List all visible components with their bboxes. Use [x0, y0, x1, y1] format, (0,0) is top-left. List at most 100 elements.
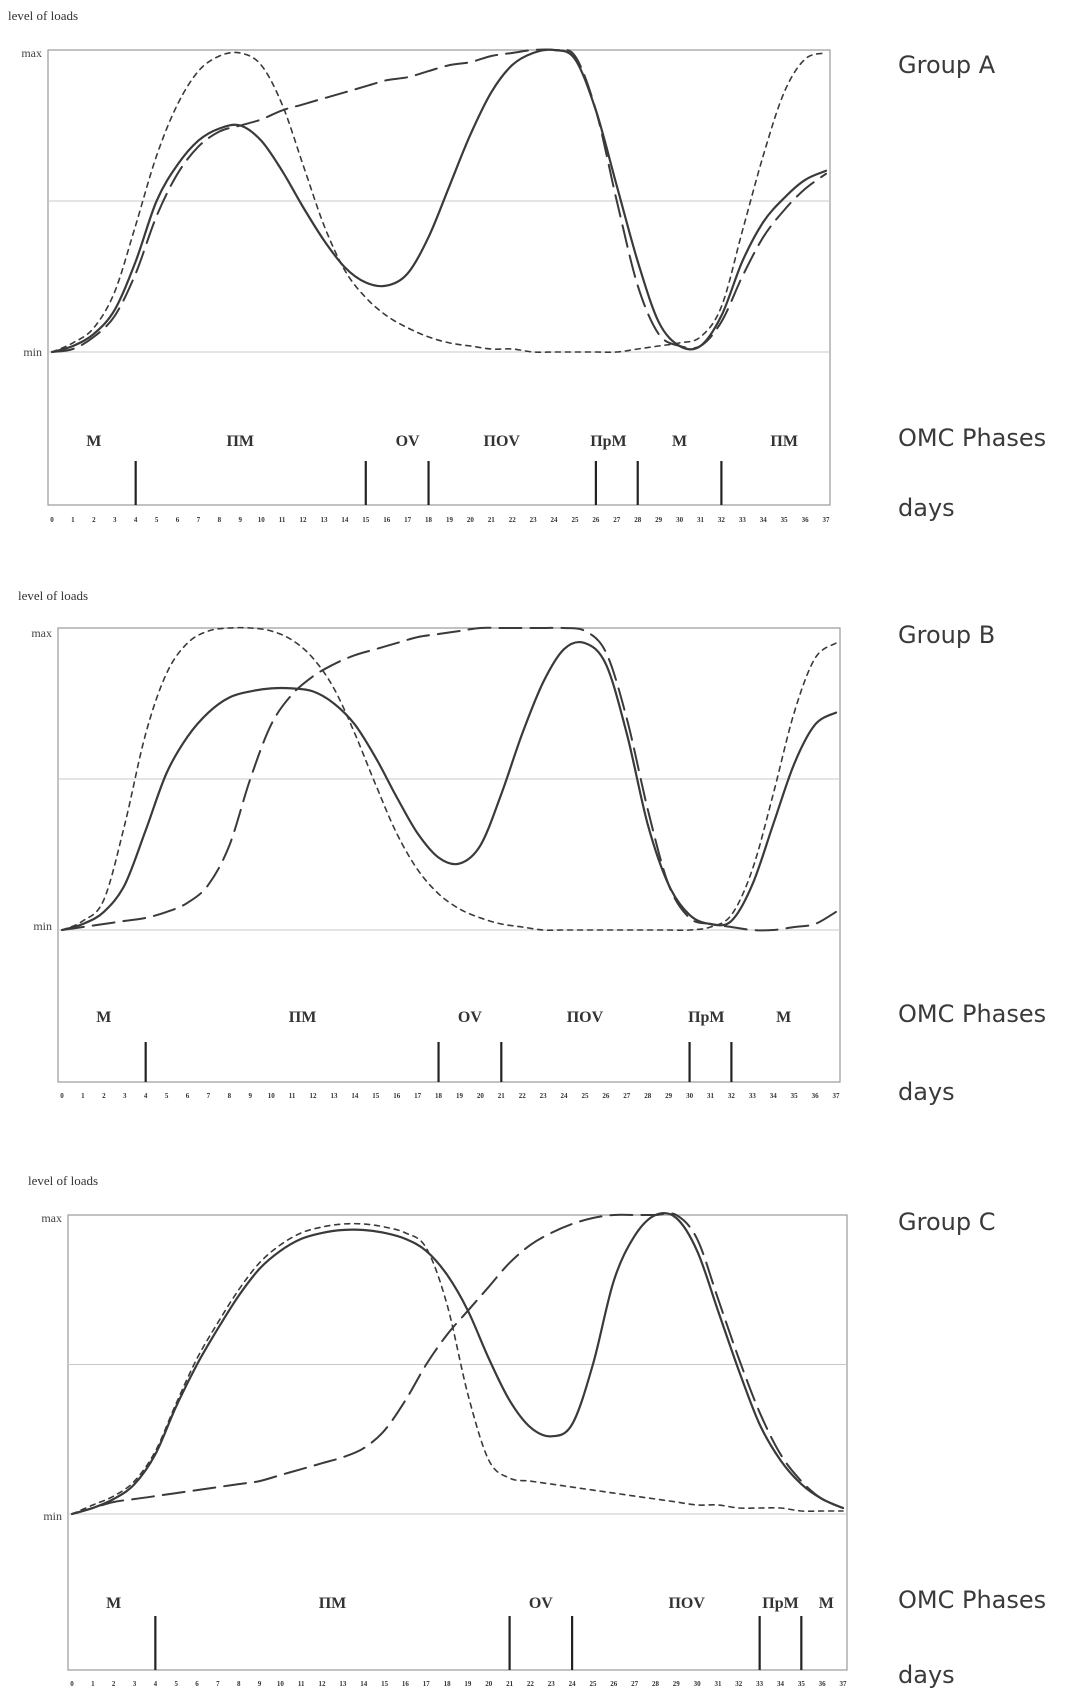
x-tick-label: 22 [527, 1680, 535, 1688]
series-line-short-dash [51, 51, 827, 354]
x-tick-label: 8 [237, 1680, 241, 1688]
x-tick-label: 31 [697, 516, 705, 524]
y-tick-max: max [41, 1211, 62, 1225]
x-tick-label: 26 [602, 1092, 610, 1100]
phase-label: ПOV [484, 433, 521, 450]
x-tick-label: 6 [176, 516, 180, 524]
x-tick-label: 28 [634, 516, 642, 524]
y-tick-min: min [33, 919, 52, 933]
x-tick-label: 22 [509, 516, 517, 524]
x-tick-label: 27 [613, 516, 621, 524]
series-line-long-dash [61, 626, 837, 932]
x-tick-label: 2 [112, 1680, 116, 1688]
x-tick-label: 4 [144, 1092, 148, 1100]
x-tick-label: 14 [341, 516, 349, 524]
x-tick-label: 12 [310, 1092, 318, 1100]
series-line-long-dash [51, 48, 827, 353]
x-tick-label: 19 [456, 1092, 464, 1100]
x-tick-label: 1 [91, 1680, 95, 1688]
x-tick-label: 3 [123, 1092, 127, 1100]
x-tick-label: 37 [823, 516, 831, 524]
x-tick-label: 14 [351, 1092, 359, 1100]
phase-label: ПрМ [762, 1595, 798, 1612]
phase-label: ПOV [668, 1595, 705, 1612]
x-tick-label: 29 [673, 1680, 681, 1688]
x-tick-label: 34 [770, 1092, 778, 1100]
x-tick-label: 36 [819, 1680, 827, 1688]
group-title: Group B [898, 621, 995, 649]
days-label: days [898, 494, 955, 522]
x-tick-label: 25 [571, 516, 579, 524]
x-tick-label: 11 [298, 1680, 305, 1688]
x-tick-label: 20 [485, 1680, 493, 1688]
x-tick-label: 2 [92, 516, 96, 524]
chart-frame [67, 1214, 848, 1671]
x-tick-label: 8 [228, 1092, 232, 1100]
x-tick-label: 16 [393, 1092, 401, 1100]
phase-label: M [106, 1595, 121, 1612]
x-tick-label: 7 [216, 1680, 220, 1688]
phase-label: M [96, 1009, 111, 1026]
x-tick-label: 16 [383, 516, 391, 524]
series-line-solid [60, 640, 838, 932]
x-tick-label: 24 [561, 1092, 569, 1100]
x-tick-label: 0 [60, 1092, 64, 1100]
chart-frame [57, 627, 841, 1083]
x-tick-label: 3 [133, 1680, 137, 1688]
x-tick-label: 1 [81, 1092, 85, 1100]
series-line-short-dash [61, 626, 837, 932]
y-axis-label: level of loads [8, 8, 78, 23]
y-axis-label: level of loads [28, 1173, 98, 1188]
x-tick-label: 25 [581, 1092, 589, 1100]
x-tick-label: 36 [802, 516, 810, 524]
y-tick-min: min [43, 1509, 62, 1523]
phase-label: OV [458, 1009, 482, 1026]
x-tick-label: 7 [197, 516, 201, 524]
x-tick-label: 34 [777, 1680, 785, 1688]
phase-label: ПМ [226, 433, 254, 450]
x-tick-label: 23 [530, 516, 538, 524]
x-tick-label: 29 [655, 516, 663, 524]
phase-label: ПOV [567, 1009, 604, 1026]
x-tick-label: 24 [569, 1680, 577, 1688]
phase-label: ПМ [770, 433, 798, 450]
x-tick-label: 1 [71, 516, 75, 524]
phase-label: M [672, 433, 687, 450]
x-tick-label: 11 [279, 516, 286, 524]
x-tick-label: 5 [165, 1092, 169, 1100]
x-tick-label: 35 [798, 1680, 806, 1688]
x-tick-label: 10 [258, 516, 266, 524]
phase-label: OV [396, 433, 420, 450]
x-tick-label: 17 [404, 516, 412, 524]
x-tick-label: 17 [414, 1092, 422, 1100]
x-tick-label: 20 [467, 516, 475, 524]
x-tick-label: 13 [339, 1680, 347, 1688]
x-tick-label: 28 [644, 1092, 652, 1100]
x-tick-label: 17 [423, 1680, 431, 1688]
y-axis-label: level of loads [18, 588, 88, 603]
x-tick-label: 23 [540, 1092, 548, 1100]
x-tick-label: 29 [665, 1092, 673, 1100]
x-tick-label: 18 [435, 1092, 443, 1100]
phase-label: M [776, 1009, 791, 1026]
x-tick-label: 26 [610, 1680, 618, 1688]
x-tick-label: 24 [551, 516, 559, 524]
x-tick-label: 37 [833, 1092, 841, 1100]
x-tick-label: 15 [381, 1680, 389, 1688]
chart-frame [47, 49, 831, 506]
x-tick-label: 35 [791, 1092, 799, 1100]
phase-label: ПрМ [590, 433, 626, 450]
x-tick-label: 2 [102, 1092, 106, 1100]
x-tick-label: 15 [362, 516, 370, 524]
x-tick-label: 37 [840, 1680, 848, 1688]
x-tick-label: 18 [444, 1680, 452, 1688]
group-title: Group C [898, 1208, 995, 1236]
days-label: days [898, 1078, 955, 1106]
series-line-long-dash [71, 1212, 844, 1515]
x-tick-label: 33 [756, 1680, 764, 1688]
x-tick-label: 12 [319, 1680, 327, 1688]
x-tick-label: 9 [239, 516, 243, 524]
y-tick-max: max [31, 626, 52, 640]
